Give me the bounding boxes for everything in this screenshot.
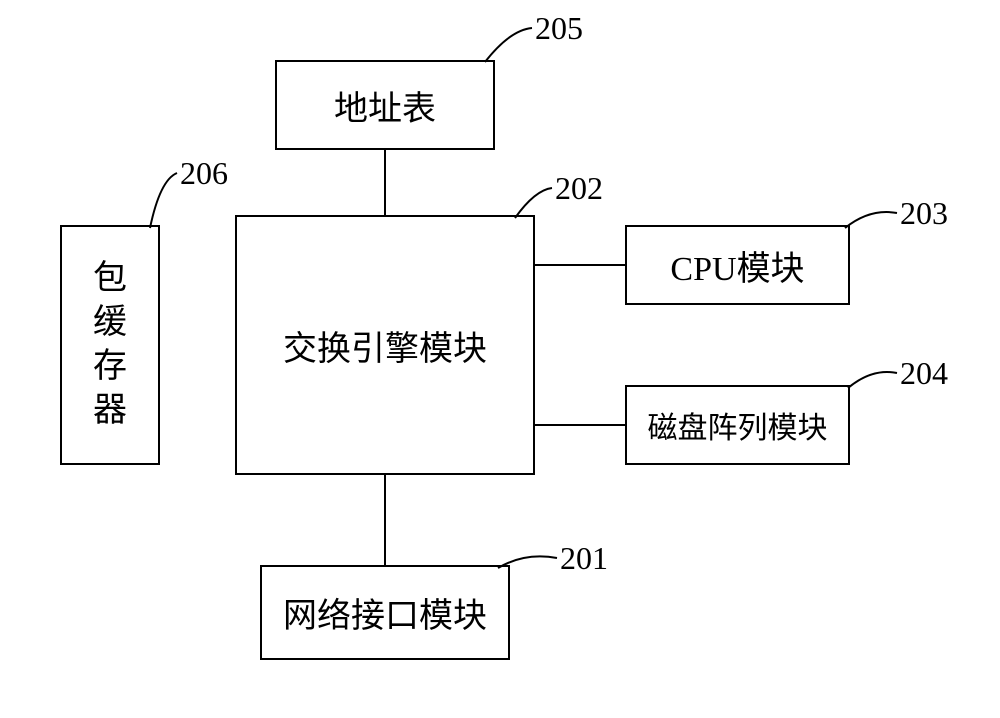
- callout-num-206: 206: [180, 155, 228, 192]
- leader-packet-buffer: [0, 0, 1000, 718]
- diagram-canvas: { "boxes": { "addressTable": { "label": …: [0, 0, 1000, 718]
